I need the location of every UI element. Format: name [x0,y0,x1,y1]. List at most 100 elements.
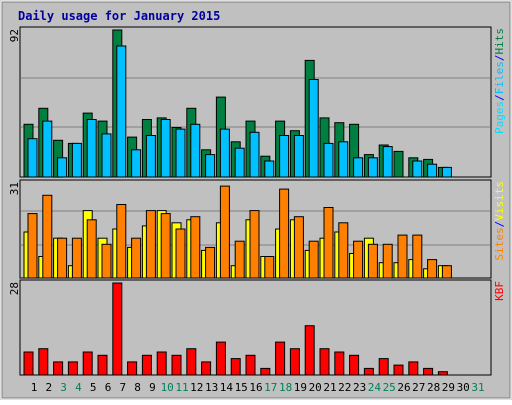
bar-visits-sites-sites-day-29 [441,265,452,279]
bar-hits-files-pages-files-day-6 [101,133,112,178]
bar-hits-files-pages-hits-day-26 [393,150,404,178]
x-tick-label-day-21: 21 [323,381,336,394]
x-tick-label-day-2: 2 [45,381,52,394]
bar-kbytes-kbytes-day-9 [141,354,152,376]
panel-visits-sites-legend: Sites/Visits [493,181,506,261]
bar-kbytes-kbytes-day-4 [67,361,78,376]
bar-visits-sites-sites-day-15 [234,240,245,279]
bar-kbytes-kbytes-day-25 [378,358,389,376]
x-axis-labels: 1 2 3 4 5 6 7 8 9 10 11 12 13 14 15 16 17 18 19 20 21 22 23 24 2… [31,381,485,394]
legend-entry-visits-sites-2: Sites [493,227,506,260]
bar-visits-sites-sites-day-13 [205,246,216,279]
legend-entry-visits-sites-1: / [493,221,506,228]
bar-hits-files-pages-files-day-4 [71,142,82,178]
x-tick-label-day-24: 24 [368,381,382,394]
x-tick-label-day-23: 23 [353,381,366,394]
bar-kbytes-kbytes-day-10 [156,351,167,376]
bar-visits-sites-sites-day-18 [279,188,290,279]
x-tick-label-day-7: 7 [119,381,126,394]
bar-hits-files-pages-files-day-13 [205,154,216,178]
x-tick-label-day-28: 28 [427,381,440,394]
bar-visits-sites-sites-day-9 [145,210,156,279]
outer-frame-dark [1,1,511,399]
bar-visits-sites-sites-day-1 [27,213,38,279]
x-tick-label-day-19: 19 [294,381,307,394]
bar-kbytes-kbytes-day-11 [171,354,182,376]
bar-visits-sites-sites-day-21 [323,207,334,279]
bar-hits-files-pages-files-day-23 [353,157,364,178]
bar-hits-files-pages-files-day-14 [219,128,230,178]
bar-hits-files-pages-files-day-18 [279,135,290,178]
bar-hits-files-pages-files-day-5 [86,119,97,178]
panel-kbytes-ymax-label: 28 [8,282,21,295]
x-tick-label-day-11: 11 [175,381,188,394]
bar-hits-files-pages-files-day-29 [441,166,452,178]
bar-visits-sites-sites-day-19 [293,216,304,279]
bar-kbytes-kbytes-day-24 [363,367,374,376]
bar-visits-sites-sites-day-10 [160,213,171,279]
bar-kbytes-kbytes-day-14 [215,341,226,376]
bar-visits-sites-sites-day-6 [101,243,112,279]
bar-kbytes-kbytes-day-16 [245,354,256,376]
legend-entry-kbytes-0: F [493,281,506,288]
bar-kbytes-kbytes-day-15 [230,358,241,376]
panel-hits-files-pages-legend: Pages/Files/Hits [493,28,506,134]
bar-kbytes-kbytes-day-8 [127,361,138,376]
bar-kbytes-kbytes-day-3 [53,361,64,376]
bar-kbytes-kbytes-day-1 [23,351,34,376]
bar-hits-files-pages-files-day-9 [145,135,156,178]
x-tick-label-day-17: 17 [264,381,277,394]
bar-visits-sites-sites-day-27 [412,234,423,279]
bar-visits-sites-sites-day-20 [308,240,319,279]
bar-visits-sites-sites-day-23 [353,240,364,279]
x-tick-label-day-15: 15 [235,381,248,394]
x-tick-label-day-8: 8 [134,381,141,394]
legend-entry-hits-files-pages-2: Files [493,61,506,94]
bar-visits-sites-sites-day-16 [249,210,260,279]
bar-kbytes-kbytes-day-7 [112,282,123,376]
x-tick-label-day-5: 5 [90,381,97,394]
x-tick-label-day-20: 20 [309,381,322,394]
bar-visits-sites-sites-day-22 [338,222,349,279]
legend-entry-visits-sites-0: Visits [493,181,506,221]
bar-hits-files-pages-files-day-27 [412,160,423,178]
bar-hits-files-pages-files-day-22 [338,141,349,178]
bar-hits-files-pages-files-day-12 [190,123,201,178]
legend-entry-hits-files-pages-1: / [493,55,506,62]
bar-kbytes-kbytes-day-20 [304,325,315,376]
bar-kbytes-kbytes-day-13 [201,361,212,376]
x-tick-label-day-6: 6 [105,381,112,394]
bar-visits-sites-sites-day-4 [71,237,82,279]
bar-visits-sites-sites-day-24 [367,243,378,279]
bar-kbytes-kbytes-day-23 [349,354,360,376]
bar-visits-sites-sites-day-26 [397,234,408,279]
legend-entry-hits-files-pages-0: Hits [493,28,506,55]
bar-hits-files-pages-files-day-2 [42,120,53,178]
bar-kbytes-kbytes-day-6 [97,354,108,376]
x-tick-label-day-31: 31 [471,381,484,394]
bar-visits-sites-sites-day-3 [57,237,68,279]
bar-visits-sites-sites-day-17 [264,256,275,279]
bar-kbytes-kbytes-day-17 [260,367,271,376]
x-tick-label-day-9: 9 [149,381,156,394]
bar-hits-files-pages-files-day-25 [382,146,393,178]
bar-kbytes-kbytes-day-28 [423,367,434,376]
bar-hits-files-pages-files-day-19 [293,135,304,178]
x-tick-label-day-27: 27 [412,381,425,394]
bar-visits-sites-sites-day-2 [42,194,53,279]
bar-kbytes-kbytes-day-29 [437,371,448,376]
panel-visits-sites-ymax-label: 31 [8,182,21,195]
x-tick-label-day-12: 12 [190,381,203,394]
x-tick-label-day-26: 26 [397,381,410,394]
x-tick-label-day-25: 25 [383,381,396,394]
bar-hits-files-pages-files-day-8 [131,149,142,178]
bar-kbytes-kbytes-day-5 [82,351,93,376]
bar-hits-files-pages-files-day-20 [308,79,319,178]
bar-hits-files-pages-files-day-28 [427,163,438,178]
bar-hits-files-pages-files-day-17 [264,160,275,178]
x-tick-label-day-29: 29 [442,381,455,394]
bar-kbytes-kbytes-day-18 [275,341,286,376]
